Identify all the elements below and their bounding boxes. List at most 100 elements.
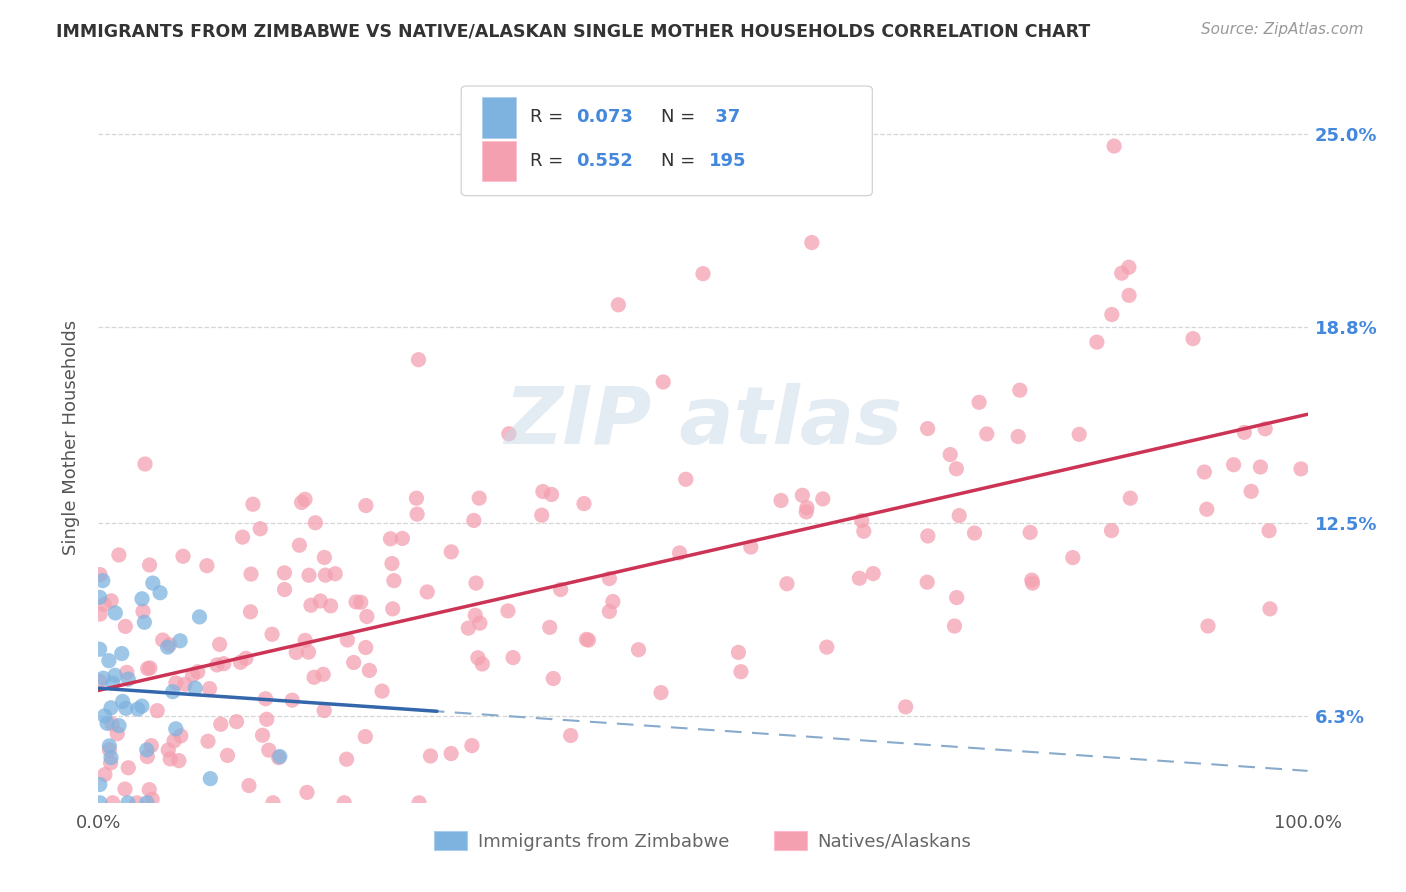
Point xyxy=(1118,260,1140,275)
Point xyxy=(114,619,136,633)
Point xyxy=(159,752,181,766)
Point xyxy=(134,615,156,630)
Point xyxy=(943,619,966,633)
Point xyxy=(93,598,115,612)
Point xyxy=(174,677,197,691)
Point xyxy=(299,598,322,612)
Point xyxy=(371,684,394,698)
FancyBboxPatch shape xyxy=(482,97,516,137)
Point xyxy=(945,462,967,476)
Point xyxy=(294,633,316,648)
Point xyxy=(498,426,520,441)
Point xyxy=(295,785,318,799)
Point xyxy=(598,605,620,619)
Point xyxy=(948,508,970,523)
Point xyxy=(350,595,373,609)
Text: R =: R = xyxy=(530,153,569,170)
Point xyxy=(776,576,799,591)
Point xyxy=(692,267,714,281)
Point xyxy=(727,645,749,659)
Point xyxy=(101,676,124,690)
Point xyxy=(1102,139,1125,153)
Point xyxy=(181,668,204,682)
Point xyxy=(1101,524,1123,538)
Point xyxy=(815,640,838,654)
Point xyxy=(796,500,818,515)
Point xyxy=(1019,525,1042,540)
Point xyxy=(381,557,404,571)
Point xyxy=(93,708,115,723)
Point xyxy=(1240,484,1263,499)
Point xyxy=(100,756,122,770)
Point xyxy=(89,796,111,810)
Point xyxy=(242,497,264,511)
Point xyxy=(1258,602,1281,616)
Text: ZIP atlas: ZIP atlas xyxy=(503,384,903,461)
Point xyxy=(157,743,180,757)
Point xyxy=(229,655,252,669)
Point xyxy=(1007,429,1029,443)
Point xyxy=(254,691,277,706)
Point xyxy=(848,571,870,585)
Point xyxy=(468,491,491,505)
Text: N =: N = xyxy=(661,153,700,170)
Point xyxy=(343,656,366,670)
Point xyxy=(354,730,377,744)
Point xyxy=(323,566,346,581)
Point xyxy=(1194,465,1216,479)
Point xyxy=(652,375,675,389)
Point xyxy=(468,616,491,631)
Point xyxy=(205,657,228,672)
Point xyxy=(131,699,153,714)
Point xyxy=(668,546,690,560)
Point xyxy=(811,491,834,506)
Point xyxy=(302,670,325,684)
Point xyxy=(136,662,159,676)
Point xyxy=(167,754,190,768)
Point xyxy=(117,761,139,775)
Point xyxy=(917,421,939,435)
Point xyxy=(117,796,139,810)
Text: Source: ZipAtlas.com: Source: ZipAtlas.com xyxy=(1201,22,1364,37)
Point xyxy=(208,637,231,651)
Point xyxy=(115,665,138,680)
Point xyxy=(165,676,187,690)
Point xyxy=(163,734,186,748)
Point xyxy=(101,796,124,810)
Point xyxy=(138,558,160,572)
Point xyxy=(467,650,489,665)
Point xyxy=(252,728,274,742)
Point xyxy=(273,566,295,580)
Point xyxy=(894,699,917,714)
Point xyxy=(146,704,169,718)
Point xyxy=(159,638,181,652)
Point xyxy=(1233,425,1256,440)
Point xyxy=(1289,462,1312,476)
Point xyxy=(336,632,359,647)
Point xyxy=(89,642,111,657)
Point xyxy=(540,487,562,501)
Point xyxy=(314,704,336,718)
Point xyxy=(142,576,165,591)
Point xyxy=(132,604,155,618)
Point xyxy=(100,700,122,714)
Point xyxy=(675,472,697,486)
Point xyxy=(382,574,405,588)
Point xyxy=(187,665,209,679)
Point xyxy=(262,796,284,810)
Text: 0.552: 0.552 xyxy=(576,153,633,170)
Point xyxy=(291,495,314,509)
Point xyxy=(298,568,321,582)
Point xyxy=(89,778,111,792)
Point xyxy=(314,568,336,582)
Point xyxy=(100,750,122,764)
Point xyxy=(304,516,326,530)
Point xyxy=(465,576,488,591)
Point xyxy=(1021,573,1043,587)
Point xyxy=(294,492,316,507)
Point xyxy=(89,607,111,621)
Point xyxy=(127,702,149,716)
Point xyxy=(117,672,139,686)
Point xyxy=(917,529,939,543)
Point xyxy=(416,585,439,599)
